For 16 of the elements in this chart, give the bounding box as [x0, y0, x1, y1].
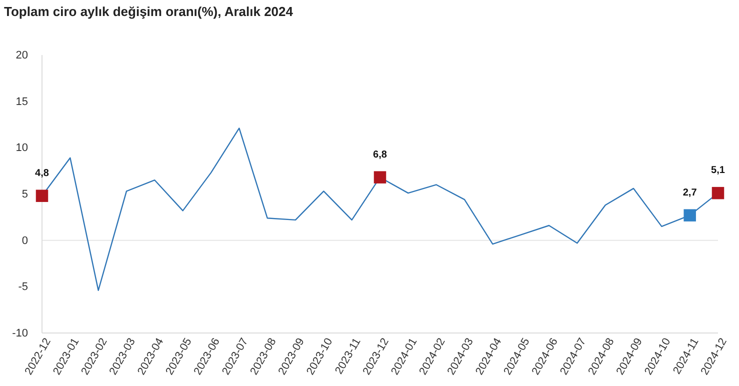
y-tick-label: 20 [16, 50, 28, 62]
data-label: 6,8 [373, 149, 388, 160]
y-tick-label: 5 [22, 188, 28, 201]
chart-title: Toplam ciro aylık değişim oranı(%), Aralık 2024 [4, 4, 294, 19]
point [36, 190, 48, 202]
point [684, 209, 696, 222]
point [712, 186, 724, 200]
point [374, 171, 386, 184]
y-tick-label: 10 [16, 142, 28, 154]
y-tick-label: -5 [18, 281, 28, 294]
y-tick-label: 15 [16, 96, 28, 108]
data-label: 4,8 [35, 168, 50, 179]
y-tick-label: 0 [22, 234, 28, 247]
data-label: 2,7 [682, 187, 698, 198]
data-label: 5,1 [711, 165, 726, 176]
y-tick-label: -10 [12, 328, 28, 340]
